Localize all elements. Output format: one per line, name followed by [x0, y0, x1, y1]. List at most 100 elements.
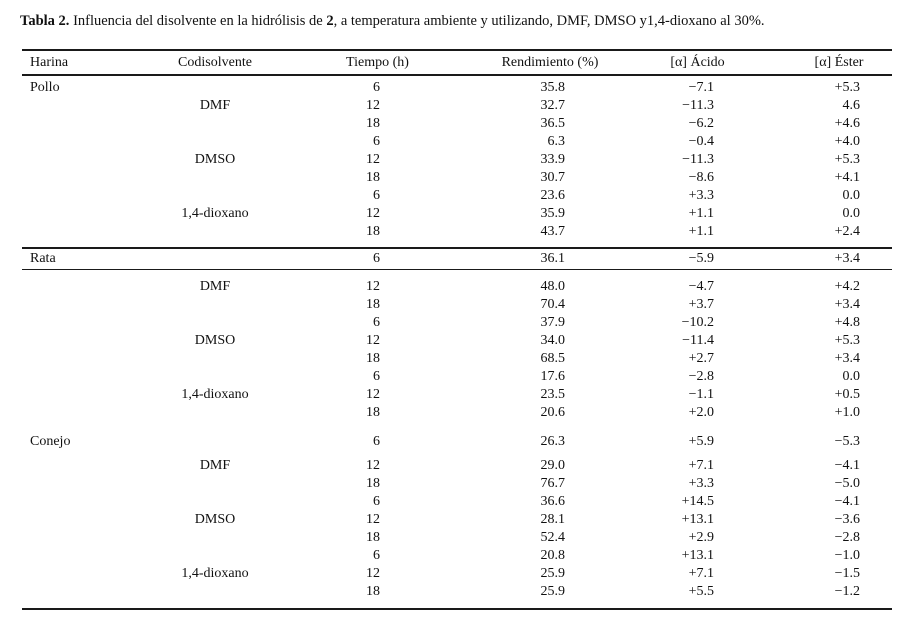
rendimiento-cell: 43.7: [540, 224, 566, 239]
tiempo-cell: 18: [366, 351, 380, 366]
table-row: DMF 12 29.0 +7.1 −4.1: [22, 455, 892, 475]
codisolvente-cell: [130, 247, 300, 270]
rendimiento-cell: 20.8: [540, 548, 566, 563]
ester-cell: +4.0: [834, 134, 860, 149]
ester-cell: +3.4: [834, 351, 860, 366]
ester-cell: +4.2: [834, 279, 860, 294]
ester-cell: −1.5: [834, 566, 860, 581]
table-row: 18 76.7 +3.3 −5.0: [22, 475, 892, 493]
rendimiento-cell: 23.5: [540, 387, 566, 402]
rendimiento-cell: 34.0: [540, 333, 566, 348]
rendimiento-cell: 76.7: [540, 476, 566, 491]
acido-cell: +2.9: [688, 530, 714, 545]
acido-cell: +13.1: [681, 512, 714, 527]
caption-compound-number: 2: [326, 13, 334, 29]
tiempo-cell: 12: [366, 512, 380, 527]
acido-cell: +7.1: [688, 458, 714, 473]
ester-cell: −3.6: [834, 512, 860, 527]
codisolvente-cell: [130, 314, 300, 332]
rendimiento-cell: 37.9: [540, 315, 566, 330]
ester-cell: −4.1: [834, 494, 860, 509]
ester-cell: +4.1: [834, 170, 860, 185]
table-row: 1,4-dioxano 12 35.9 +1.1 0.0: [22, 205, 892, 223]
tiempo-cell: 6: [373, 134, 380, 149]
harina-cell: [22, 583, 130, 610]
ester-cell: −5.0: [834, 476, 860, 491]
table-row: 6 36.6 +14.5 −4.1: [22, 493, 892, 511]
harina-cell: [22, 511, 130, 529]
table-row: 6 17.6 −2.8 0.0: [22, 368, 892, 386]
codisolvente-cell: [130, 115, 300, 133]
codisolvente-cell: DMSO: [194, 512, 236, 527]
ester-cell: +5.3: [834, 80, 860, 95]
caption-text-before: Influencia del disolvente en la hidrólis…: [69, 13, 327, 29]
acido-cell: −6.2: [688, 116, 714, 131]
tiempo-cell: 6: [373, 80, 380, 95]
table-row: 1,4-dioxano 12 25.9 +7.1 −1.5: [22, 565, 892, 583]
codisolvente-cell: DMF: [199, 458, 231, 473]
tiempo-cell: 18: [366, 530, 380, 545]
header-codisolvente: Codisolvente: [130, 49, 300, 76]
codisolvente-cell: 1,4-dioxano: [181, 206, 249, 221]
harina-cell: [22, 133, 130, 151]
rendimiento-cell: 36.5: [540, 116, 566, 131]
tiempo-cell: 12: [366, 333, 380, 348]
codisolvente-cell: [130, 422, 300, 455]
table-caption: Tabla 2. Influencia del disolvente en la…: [20, 12, 895, 30]
acido-cell: +13.1: [681, 548, 714, 563]
rendimiento-cell: 33.9: [540, 152, 566, 167]
tiempo-cell: 12: [366, 279, 380, 294]
harina-cell: Pollo: [30, 80, 60, 95]
rendimiento-cell: 48.0: [540, 279, 566, 294]
tiempo-cell: 12: [366, 387, 380, 402]
ester-cell: −4.1: [834, 458, 860, 473]
codisolvente-cell: DMF: [199, 279, 231, 294]
harina-cell: Conejo: [30, 434, 71, 449]
harina-cell: [22, 565, 130, 583]
acido-cell: +5.9: [688, 434, 714, 449]
table-row: DMF 12 48.0 −4.7 +4.2: [22, 270, 892, 297]
tiempo-cell: 12: [366, 98, 380, 113]
rendimiento-cell: 36.1: [455, 247, 645, 270]
ester-cell: +5.3: [834, 152, 860, 167]
tiempo-cell: 18: [366, 476, 380, 491]
tiempo-cell: 6: [373, 315, 380, 330]
harina-cell: [22, 97, 130, 115]
harina-cell: [22, 169, 130, 187]
rendimiento-cell: 20.6: [540, 405, 566, 420]
codisolvente-cell: [130, 169, 300, 187]
codisolvente-cell: [130, 493, 300, 511]
tiempo-cell: 18: [300, 583, 455, 610]
acido-cell: −2.8: [688, 369, 714, 384]
tiempo-cell: 18: [366, 170, 380, 185]
table-row: 18 52.4 +2.9 −2.8: [22, 529, 892, 547]
acido-cell: +3.7: [688, 297, 714, 312]
acido-cell: −11.3: [682, 98, 714, 113]
ester-cell: +3.4: [786, 247, 892, 270]
acido-cell: +1.1: [688, 224, 714, 239]
tiempo-cell: 18: [366, 405, 380, 420]
header-acido: [α] Ácido: [645, 49, 786, 76]
codisolvente-cell: [130, 75, 300, 97]
caption-table-label: Tabla 2.: [20, 13, 70, 29]
table-row: DMSO 12 28.1 +13.1 −3.6: [22, 511, 892, 529]
table-row: 6 20.8 +13.1 −1.0: [22, 547, 892, 565]
codisolvente-cell: DMSO: [194, 333, 236, 348]
codisolvente-cell: DMSO: [194, 152, 236, 167]
table-row: Rata 6 36.1 −5.9 +3.4: [22, 247, 892, 270]
rendimiento-cell: 26.3: [540, 434, 566, 449]
ester-cell: 0.0: [842, 206, 861, 221]
harina-cell: [22, 529, 130, 547]
rendimiento-cell: 35.8: [540, 80, 566, 95]
codisolvente-cell: [130, 547, 300, 565]
ester-cell: −1.2: [786, 583, 892, 610]
harina-cell: [22, 350, 130, 368]
ester-cell: +0.5: [834, 387, 860, 402]
table-row: 1,4-dioxano 12 23.5 −1.1 +0.5: [22, 386, 892, 404]
harina-cell: [22, 386, 130, 404]
harina-cell: [22, 368, 130, 386]
table-row: DMSO 12 33.9 −11.3 +5.3: [22, 151, 892, 169]
acido-cell: +2.7: [688, 351, 714, 366]
rendimiento-cell: 70.4: [540, 297, 566, 312]
